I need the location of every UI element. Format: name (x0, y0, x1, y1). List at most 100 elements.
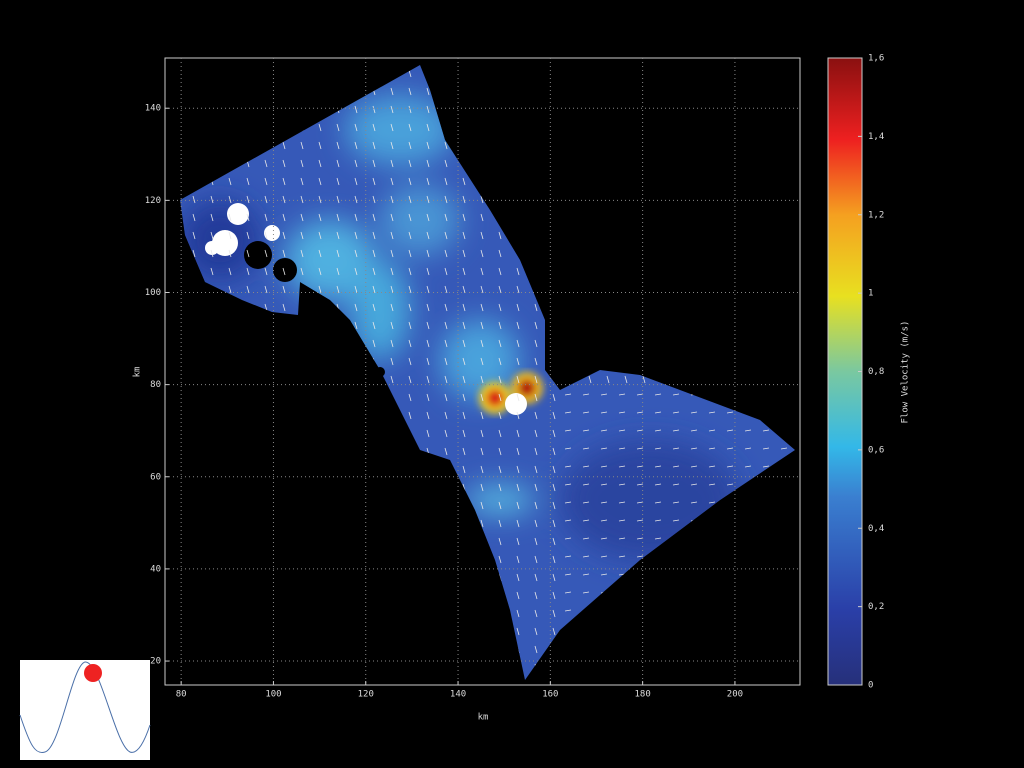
vector-arrow (516, 195, 520, 204)
vector-arrow (444, 447, 448, 456)
vector-arrow (564, 591, 572, 594)
vector-arrow (408, 483, 412, 492)
vector-arrow (564, 393, 572, 396)
vector-arrow (210, 357, 214, 366)
vector-arrow (726, 645, 734, 648)
vector-arrow (516, 429, 520, 438)
vector-arrow (534, 447, 538, 456)
vector-arrow (672, 645, 680, 648)
vector-arrow (228, 501, 232, 510)
vector-arrow (570, 69, 574, 78)
vector-arrow (408, 141, 412, 150)
vector-arrow (636, 591, 644, 594)
colorbar (827, 57, 863, 686)
plot-frame (164, 57, 801, 686)
vector-arrow (552, 627, 556, 636)
vector-arrow (654, 573, 662, 576)
vector-arrow (264, 321, 268, 330)
vector-arrow (570, 321, 574, 330)
vector-arrow (750, 339, 754, 348)
vector-arrow (552, 429, 556, 438)
vector-arrow (480, 249, 484, 258)
vector-arrow (708, 465, 716, 468)
vector-arrow (372, 627, 376, 636)
vector-arrow (192, 393, 196, 402)
vector-arrow (372, 195, 376, 204)
vector-arrow (210, 627, 214, 636)
vector-arrow (228, 465, 232, 474)
vector-arrow (300, 177, 304, 186)
vector-arrow (516, 285, 520, 294)
vector-arrow (192, 645, 196, 654)
vector-arrow (534, 501, 538, 510)
vector-arrow (636, 627, 644, 630)
colorbar-tick-label: 1,6 (868, 54, 884, 64)
vector-arrow (318, 393, 322, 402)
vector-arrow (300, 303, 304, 312)
vector-arrow (714, 69, 718, 78)
vector-arrow (582, 447, 590, 450)
vector-arrow (786, 303, 790, 312)
vector-arrow (264, 573, 268, 582)
vector-arrow (300, 339, 304, 348)
vector-arrow (600, 465, 608, 468)
vector-arrow (588, 231, 592, 240)
vector-arrow (426, 303, 430, 312)
vector-arrow (552, 465, 556, 474)
vector-arrow (282, 627, 286, 636)
vector-arrow (192, 663, 196, 672)
vector-arrow (516, 123, 520, 132)
vector-arrow (552, 177, 556, 186)
vector-arrow (678, 285, 682, 294)
vector-arrow (175, 286, 177, 293)
vector-arrow (516, 357, 520, 366)
vector-arrow (762, 537, 770, 540)
vector-arrow (264, 69, 268, 78)
vector-arrow (282, 429, 286, 438)
vector-arrow (462, 609, 466, 618)
vector-arrow (516, 501, 520, 510)
vector-arrow (600, 645, 608, 648)
vector-arrow (516, 609, 520, 618)
vector-arrow (480, 627, 484, 636)
vector-arrow (786, 231, 790, 240)
vector-arrow (426, 87, 430, 96)
vector-arrow (498, 123, 502, 132)
vector-arrow (264, 555, 268, 564)
flow-field (180, 65, 795, 680)
vector-arrow (763, 682, 769, 683)
vector-arrow (768, 375, 772, 384)
vector-arrow (175, 376, 177, 383)
vector-arrow (480, 555, 484, 564)
vector-arrow (372, 231, 376, 240)
vector-arrow (534, 105, 538, 114)
vector-arrow (498, 213, 502, 222)
vector-arrow (426, 537, 430, 546)
vector-arrow (372, 105, 376, 114)
vector-arrow (534, 609, 538, 618)
vector-arrow (654, 501, 662, 504)
vector-arrow (780, 447, 788, 450)
vector-arrow (732, 87, 736, 96)
vector-arrow (175, 160, 177, 167)
vector-arrow (300, 159, 304, 168)
vector-arrow (210, 267, 214, 276)
vector-arrow (606, 87, 610, 96)
vector-arrow (516, 213, 520, 222)
vector-arrow (768, 105, 772, 114)
vector-arrow (678, 249, 682, 258)
vector-arrow (588, 123, 592, 132)
vector-arrow (786, 339, 790, 348)
vector-arrow (264, 141, 268, 150)
vector-arrow (516, 321, 520, 330)
vector-arrow (618, 663, 626, 666)
vector-arrow (408, 645, 412, 654)
vector-arrow (372, 393, 376, 402)
vector-arrow (264, 483, 268, 492)
vector-arrow (408, 357, 412, 366)
vector-arrow (228, 429, 232, 438)
vector-arrow (300, 429, 304, 438)
vector-arrow (786, 105, 790, 114)
vector-arrow (564, 429, 572, 432)
vector-arrow (354, 357, 358, 366)
